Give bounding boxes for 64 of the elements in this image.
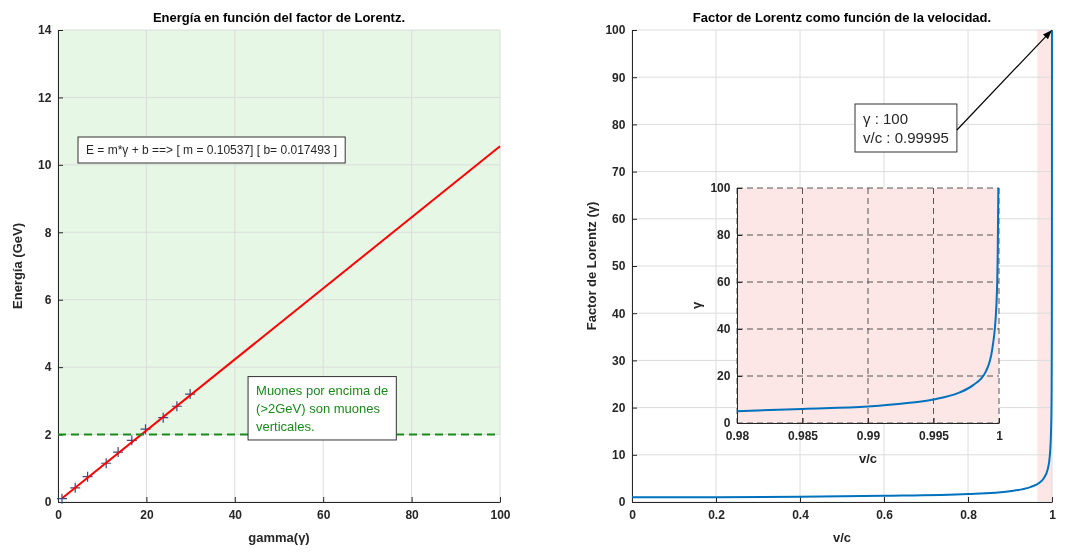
x-tick-label: 80 bbox=[405, 508, 420, 523]
y-axis-title: γ bbox=[689, 301, 704, 310]
y-axis-title: Energía (GeV) bbox=[10, 223, 25, 309]
line-series bbox=[631, 29, 1053, 499]
x-tick-label: 0.6 bbox=[876, 508, 894, 523]
x-axis-title: v/c bbox=[858, 451, 878, 466]
x-tick-label: 0.99 bbox=[856, 429, 881, 444]
y-tick-label: 6 bbox=[44, 293, 52, 308]
y-tick-label: 0 bbox=[44, 495, 52, 510]
x-axis-title: gamma(γ) bbox=[248, 530, 310, 545]
annotation: E = m*γ + b ==> [ m = 0.10537] [ b= 0.017493 ] bbox=[86, 143, 338, 157]
x-tick-label: 1 bbox=[1049, 508, 1057, 523]
x-tick-label: 0.995 bbox=[918, 429, 950, 444]
point bbox=[157, 412, 169, 424]
y-tick-label: 100 bbox=[605, 23, 626, 38]
y-tick-label: 20 bbox=[612, 400, 626, 415]
y-tick-label: 80 bbox=[612, 117, 626, 132]
point bbox=[69, 482, 81, 494]
ref-line-label: Muones por encima de (>2GeV) son muones verticales. bbox=[256, 382, 389, 434]
point bbox=[112, 446, 124, 458]
x-tick-label: 0.8 bbox=[960, 508, 978, 523]
x-tick-label: 0 bbox=[629, 508, 637, 523]
x-tick-label: 40 bbox=[228, 508, 243, 523]
y-tick-label: 4 bbox=[44, 360, 52, 375]
x-tick-label: 0 bbox=[55, 508, 63, 523]
y-tick-label: 40 bbox=[717, 322, 731, 337]
y-tick-label: 60 bbox=[612, 212, 626, 227]
chart-title: Factor de Lorentz como función de la velocidad. bbox=[692, 10, 992, 25]
y-tick-label: 12 bbox=[38, 90, 52, 105]
y-tick-label: 0 bbox=[618, 495, 626, 510]
point bbox=[126, 434, 138, 446]
point bbox=[82, 471, 94, 483]
y-tick-label: 10 bbox=[612, 448, 626, 463]
y-tick-label: 90 bbox=[612, 70, 626, 85]
annotation: γ : 100 v/c : 0.99995 bbox=[863, 110, 949, 146]
y-tick-label: 100 bbox=[710, 181, 731, 196]
point bbox=[171, 400, 183, 412]
x-axis-title: v/c bbox=[832, 530, 852, 545]
y-tick-label: 70 bbox=[612, 164, 626, 179]
x-tick-label: 0.2 bbox=[708, 508, 726, 523]
y-tick-label: 14 bbox=[38, 23, 52, 38]
y-tick-label: 0 bbox=[723, 416, 731, 431]
y-tick-label: 40 bbox=[612, 306, 626, 321]
point bbox=[56, 493, 68, 505]
point bbox=[100, 457, 112, 469]
y-tick-label: 30 bbox=[612, 353, 626, 368]
x-tick-label: 20 bbox=[140, 508, 154, 523]
y-tick-label: 80 bbox=[717, 228, 731, 243]
y-tick-label: 10 bbox=[38, 158, 52, 173]
point bbox=[139, 423, 152, 435]
y-tick-label: 60 bbox=[717, 275, 731, 290]
y-tick-label: 8 bbox=[44, 225, 52, 240]
y-tick-label: 50 bbox=[612, 259, 626, 274]
point bbox=[184, 388, 196, 400]
x-tick-label: 1 bbox=[996, 429, 1004, 444]
x-tick-label: 0.4 bbox=[792, 508, 810, 523]
x-tick-label: 100 bbox=[490, 508, 511, 523]
x-tick-label: 60 bbox=[317, 508, 331, 523]
y-tick-label: 2 bbox=[44, 427, 52, 442]
x-tick-label: 0.985 bbox=[787, 429, 819, 444]
y-axis-title: Factor de Lorentz (γ) bbox=[584, 201, 599, 331]
y-tick-label: 20 bbox=[717, 369, 731, 384]
x-tick-label: 0.98 bbox=[725, 429, 750, 444]
chart-title: Energía en función del factor de Lorentz. bbox=[152, 10, 406, 25]
